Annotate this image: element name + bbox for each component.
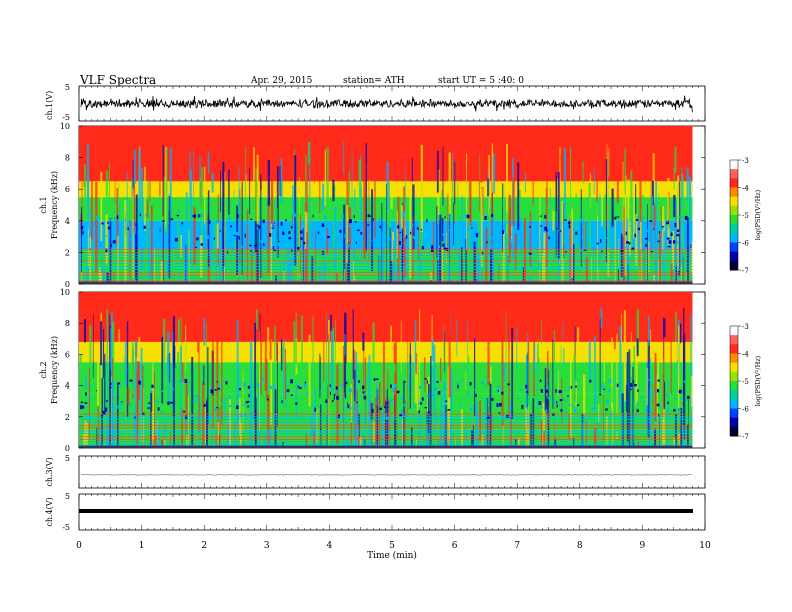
ytick-label-2: 2 [65, 413, 70, 422]
colorbar-tick--4: -4 [742, 185, 749, 193]
spec-band-4 [79, 181, 693, 198]
colorbar-label: log(PSD(V²/Hz) [754, 355, 762, 406]
ch1-spec-yticks: 0 2 4 6 8 10 [60, 122, 705, 289]
ch4-waveform-line [79, 509, 693, 513]
ch1-ytick-neg5: -5 [62, 113, 70, 122]
spec-bottom-strip [79, 445, 693, 448]
colorbar-tick--6: -6 [742, 240, 749, 248]
xtick-label-3: 3 [264, 541, 270, 551]
xtick-label-8: 8 [577, 541, 583, 551]
ch1-spec-ylabel-1: ch.1 [39, 196, 48, 213]
ytick-label-8: 8 [65, 154, 70, 163]
ch1-spectrogram [79, 126, 705, 284]
ch4-ytick-5: 5 [65, 492, 70, 501]
xtick-label-7: 7 [514, 541, 520, 551]
ytick-label-8: 8 [65, 319, 70, 328]
ch3-ylabel: ch.3(V) [45, 457, 54, 486]
ch1-spectrogram-panel: ch.1 Frequency (kHz) 0 2 4 6 8 10 -3 -4 -5 -6 -7 l… [39, 122, 762, 289]
spec-band-5 [79, 126, 693, 182]
station-label: station= ATH [343, 76, 405, 86]
ch1-waveform-panel: ch.1(V) 5 -5 [45, 83, 693, 122]
x-axis: 0 1 2 3 4 5 6 7 8 9 10 [76, 541, 711, 551]
ch4-ylabel: ch.4(V) [45, 497, 54, 526]
xtick-label-6: 6 [452, 541, 458, 551]
xtick-label-10: 10 [699, 541, 711, 551]
xtick-label-1: 1 [139, 541, 145, 551]
colorbar-tick--4: -4 [742, 351, 749, 359]
ytick-label-0: 0 [65, 444, 70, 453]
ch2-spec-ylabel-1: ch.2 [39, 361, 48, 378]
ytick-label-6: 6 [65, 185, 70, 194]
ch1-spec-ylabel-2: Frequency (kHz) [50, 171, 59, 239]
xtick-label-5: 5 [389, 541, 395, 551]
x-axis-label: Time (min) [367, 550, 417, 561]
figure-title: VLF Spectra [79, 73, 156, 87]
spec-band-3 [79, 341, 693, 363]
spec-bottom-strip [79, 281, 693, 284]
ch1-ylabel: ch.1(V) [45, 91, 54, 120]
colorbar-tick--3: -3 [742, 323, 749, 331]
ch3-waveform-line [80, 474, 692, 476]
ytick-label-2: 2 [65, 248, 70, 257]
colorbar-tick--5: -5 [742, 212, 749, 220]
colorbar-tick--7: -7 [742, 433, 749, 441]
ytick-label-0: 0 [65, 280, 70, 289]
start-time-label: start UT = 5 :40: 0 [438, 76, 524, 86]
xtick-label-0: 0 [76, 541, 82, 551]
ch2-spectrogram-panel: ch.2 Frequency (kHz) 0 2 4 6 8 10 -3 -4 -5 -6 -7 l… [39, 288, 762, 453]
ch4-ytick-neg5: -5 [62, 523, 70, 532]
ytick-label-4: 4 [65, 382, 70, 391]
ch2-colorbar: -3 -4 -5 -6 -7 log(PSD(V²/Hz) [729, 323, 762, 441]
ytick-label-10: 10 [60, 288, 70, 297]
ch1-colorbar: -3 -4 -5 -6 -7 log(PSD(V²/Hz) [729, 157, 762, 275]
ch3-waveform-panel: ch.3(V) 5 [45, 454, 692, 487]
date-label: Apr. 29, 2015 [250, 76, 313, 86]
ytick-label-4: 4 [65, 217, 70, 226]
ch1-ytick-5: 5 [65, 83, 70, 92]
xtick-label-4: 4 [327, 541, 333, 551]
ch1-waveform-line [80, 95, 693, 113]
xtick-label-2: 2 [201, 541, 207, 551]
spec-empty-region [692, 292, 705, 448]
colorbar-label: log(PSD(V²/Hz) [754, 189, 762, 240]
spec-empty-region [692, 126, 705, 284]
ch3-ytick-5: 5 [65, 454, 70, 463]
colorbar-tick--5: -5 [742, 378, 749, 386]
ch2-spec-yticks: 0 2 4 6 8 10 [60, 288, 705, 453]
colorbar-tick--3: -3 [742, 157, 749, 165]
ytick-label-6: 6 [65, 350, 70, 359]
xtick-label-9: 9 [640, 541, 646, 551]
ch2-spec-ylabel-2: Frequency (kHz) [50, 336, 59, 404]
ytick-label-10: 10 [60, 122, 70, 131]
ch2-spectrogram [79, 292, 705, 448]
spec-band-3 [79, 197, 693, 221]
colorbar-tick--7: -7 [742, 267, 749, 275]
colorbar-tick--6: -6 [742, 406, 749, 414]
ch4-waveform-panel: ch.4(V) 5 -5 [45, 492, 693, 532]
